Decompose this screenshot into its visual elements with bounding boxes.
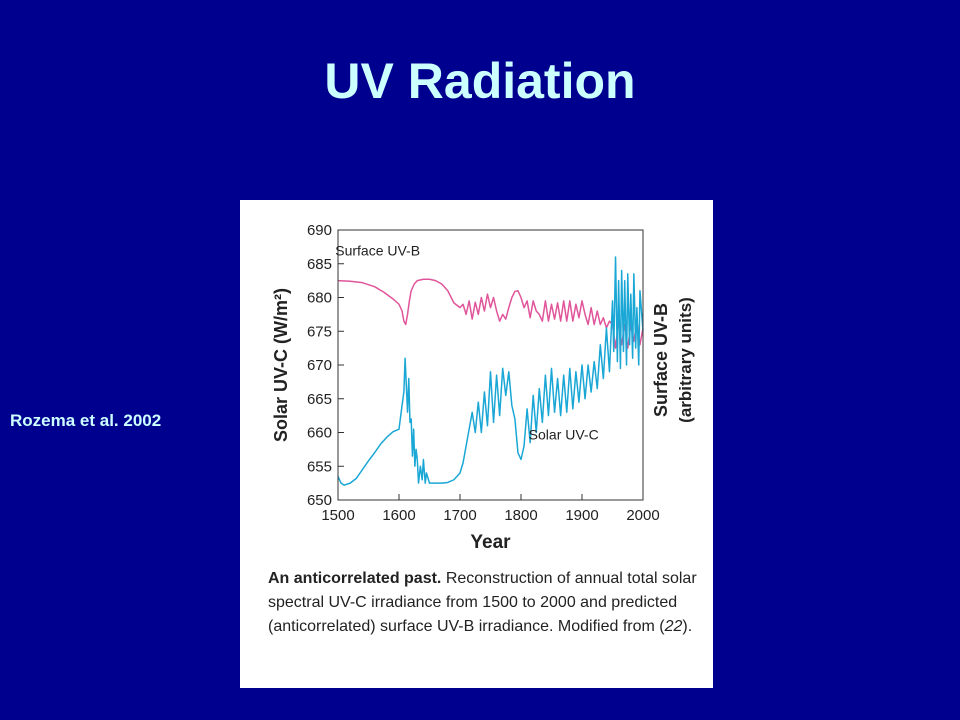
y-tick-label: 680 [307, 290, 332, 307]
axes-layer: 650 655 660 665 670 675 680 685 690 1500 1600 1700 1… [307, 222, 660, 524]
plot-frame [337, 229, 644, 501]
x-axis-label: Year [470, 532, 511, 553]
slide-title: UV Radiation [324, 53, 636, 109]
solar-uv-c-line [337, 256, 644, 486]
x-tick-label: 2000 [626, 507, 659, 524]
caption-body: Reconstruction of an­nual total solar sp… [268, 570, 697, 635]
series-label-surface-uv-b: Surface UV-B [335, 243, 420, 259]
x-tick-label: 1600 [382, 507, 415, 524]
series-label-solar-uv-c: Solar UV-C [529, 426, 599, 442]
figure-caption: An anticorrelated past. Reconstruction o… [268, 567, 704, 639]
figure-panel: 650 655 660 665 670 675 680 685 690 1500 1600 1700 1… [240, 200, 713, 688]
y-tick-label: 685 [307, 256, 332, 273]
y-tick-label: 665 [307, 391, 332, 408]
x-tick-label: 1700 [443, 507, 476, 524]
y-tick-label: 670 [307, 357, 332, 374]
y-tick-label: 650 [307, 492, 332, 509]
y-axis-label-right-units: (arbitrary units) [676, 297, 695, 423]
citation-text: Rozema et al. 2002 [10, 411, 162, 430]
uv-chart: 650 655 660 665 670 675 680 685 690 1500 1600 1700 1… [271, 222, 695, 553]
x-tick-label: 1900 [565, 507, 598, 524]
series-layer [337, 256, 644, 486]
labels-layer: Surface UV-B Solar UV-C Year Solar UV-C (W/… [271, 243, 695, 553]
x-tick-label: 1500 [321, 507, 354, 524]
caption-heading: An anticorrelated past. [268, 570, 442, 587]
caption-end: ). [682, 618, 693, 635]
y-tick-label: 660 [307, 425, 332, 442]
y-tick-label: 690 [307, 222, 332, 239]
x-tick-label: 1800 [504, 507, 537, 524]
caption-reference: 22 [664, 618, 683, 635]
surface-uv-b-line [337, 278, 644, 349]
y-axis-label-left: Solar UV-C (W/m²) [271, 288, 291, 442]
y-axis-label-right: Surface UV-B [651, 303, 671, 417]
y-tick-label: 655 [307, 458, 332, 475]
y-tick-label: 675 [307, 323, 332, 340]
